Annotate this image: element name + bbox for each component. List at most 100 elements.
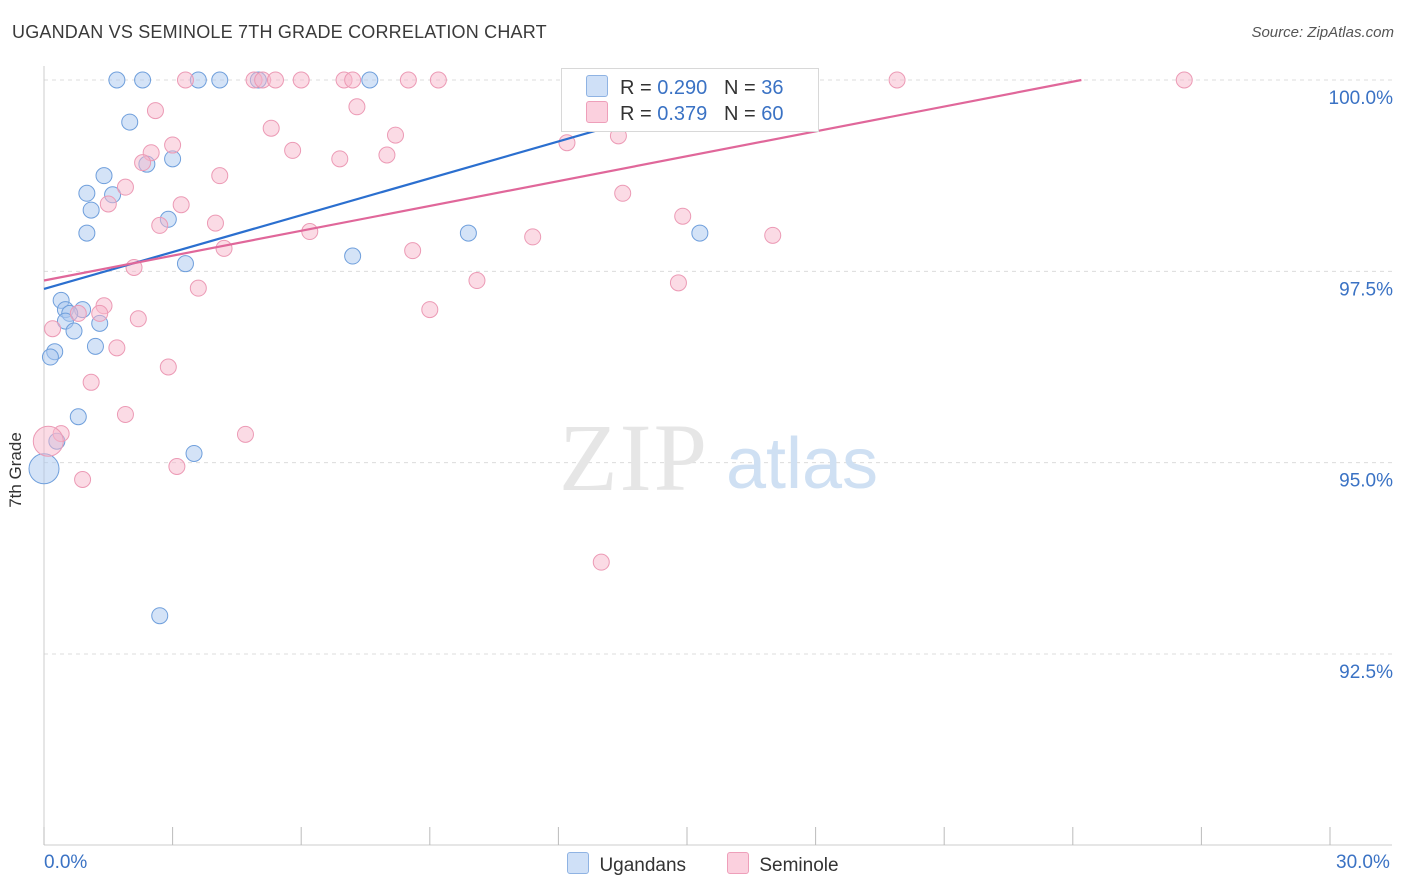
legend-row-ugandans: R = 0.290 N = 36 xyxy=(586,75,783,101)
point-seminole xyxy=(74,471,92,489)
x-tick-label-max: 30.0% xyxy=(1336,852,1390,873)
point-seminole xyxy=(1175,71,1193,89)
chart-title: UGANDAN VS SEMINOLE 7TH GRADE CORRELATIO… xyxy=(12,22,547,42)
point-seminole xyxy=(159,358,177,376)
legend-swatch-seminole xyxy=(727,852,750,874)
point-ugandans xyxy=(65,322,83,340)
legend-label-ugandans: Ugandans xyxy=(599,855,687,876)
point-seminole xyxy=(404,242,422,260)
point-ugandans xyxy=(95,167,113,185)
legend-swatch-ugandans xyxy=(586,75,608,97)
point-ugandans xyxy=(69,408,87,426)
point-seminole xyxy=(669,274,687,292)
point-ugandans xyxy=(78,224,96,242)
y-tick-label: 95.0% xyxy=(1339,471,1393,492)
point-seminole xyxy=(44,320,62,338)
legend-item-ugandans[interactable]: Ugandans xyxy=(567,852,686,877)
point-seminole xyxy=(146,102,164,120)
point-ugandans xyxy=(185,444,203,462)
legend-row-seminole: R = 0.379 N = 60 xyxy=(586,101,783,127)
data-points xyxy=(28,71,1193,625)
source-label: Source: ZipAtlas.com xyxy=(1251,24,1394,41)
point-seminole xyxy=(91,304,109,322)
point-seminole xyxy=(888,71,906,89)
point-seminole xyxy=(292,71,310,89)
legend-n-label: N = xyxy=(723,77,762,99)
stats-legend: R = 0.290 N = 36 R = 0.379 N = 60 xyxy=(561,68,819,132)
point-seminole xyxy=(32,425,64,457)
point-seminole xyxy=(301,223,319,241)
legend-label-seminole: Seminole xyxy=(759,855,839,876)
point-seminole xyxy=(348,98,366,116)
point-ugandans xyxy=(28,453,60,485)
watermark: ZIP atlas xyxy=(559,404,878,511)
point-seminole xyxy=(429,71,447,89)
legend-r-label: R = xyxy=(620,77,658,99)
point-seminole xyxy=(189,279,207,297)
point-seminole xyxy=(168,457,186,475)
legend-swatch-seminole xyxy=(586,101,608,123)
point-seminole xyxy=(151,216,169,234)
axes xyxy=(43,66,1392,846)
point-seminole xyxy=(331,150,349,168)
point-seminole xyxy=(421,301,439,319)
point-seminole xyxy=(674,207,692,225)
legend-r-label: R = xyxy=(620,103,658,125)
point-seminole xyxy=(387,126,405,144)
point-ugandans xyxy=(361,71,379,89)
series-legend: Ugandans Seminole xyxy=(0,852,1406,877)
point-seminole xyxy=(215,239,233,257)
legend-item-seminole[interactable]: Seminole xyxy=(727,852,839,877)
legend-n-value: 36 xyxy=(761,77,784,99)
point-seminole xyxy=(116,405,134,423)
point-seminole xyxy=(262,119,280,137)
point-seminole xyxy=(116,178,134,196)
point-seminole xyxy=(236,425,254,443)
point-seminole xyxy=(99,195,117,213)
point-seminole xyxy=(468,272,486,290)
watermark-atlas: atlas xyxy=(726,424,878,504)
point-seminole xyxy=(211,167,229,185)
point-ugandans xyxy=(691,224,709,242)
point-ugandans xyxy=(86,337,104,355)
legend-n-label: N = xyxy=(723,103,762,125)
point-seminole xyxy=(284,141,302,159)
point-seminole xyxy=(134,154,152,172)
gridlines xyxy=(44,79,1392,655)
y-tick-labels: 92.5% 95.0% 97.5% 100.0% xyxy=(1329,88,1394,683)
point-ugandans xyxy=(459,224,477,242)
point-ugandans xyxy=(78,184,96,202)
legend-swatch-ugandans xyxy=(567,852,590,874)
point-ugandans xyxy=(134,71,152,89)
point-seminole xyxy=(378,146,396,164)
point-ugandans xyxy=(41,348,59,366)
point-seminole xyxy=(82,373,100,391)
point-seminole xyxy=(129,310,147,328)
point-ugandans xyxy=(176,255,194,273)
watermark-zip: ZIP xyxy=(559,404,709,511)
legend-r-value: 0.290 xyxy=(657,77,708,99)
legend-n-value: 60 xyxy=(761,103,784,125)
point-seminole xyxy=(344,71,362,89)
point-seminole xyxy=(524,228,542,246)
y-tick-label: 100.0% xyxy=(1329,88,1394,109)
point-ugandans xyxy=(108,71,126,89)
point-ugandans xyxy=(82,201,100,219)
point-seminole xyxy=(614,184,632,202)
legend-r-value: 0.379 xyxy=(657,103,708,125)
point-seminole xyxy=(108,339,126,357)
x-tick-label-min: 0.0% xyxy=(44,852,88,873)
point-seminole xyxy=(164,136,182,154)
point-seminole xyxy=(266,71,284,89)
point-ugandans xyxy=(151,607,169,625)
point-ugandans xyxy=(344,247,362,265)
point-seminole xyxy=(172,196,190,214)
point-seminole xyxy=(592,553,610,571)
point-seminole xyxy=(69,304,87,322)
point-seminole xyxy=(399,71,417,89)
point-seminole xyxy=(206,214,224,232)
y-tick-label: 97.5% xyxy=(1339,279,1393,300)
point-seminole xyxy=(764,226,782,244)
y-tick-label: 92.5% xyxy=(1339,662,1393,683)
point-ugandans xyxy=(121,113,139,131)
